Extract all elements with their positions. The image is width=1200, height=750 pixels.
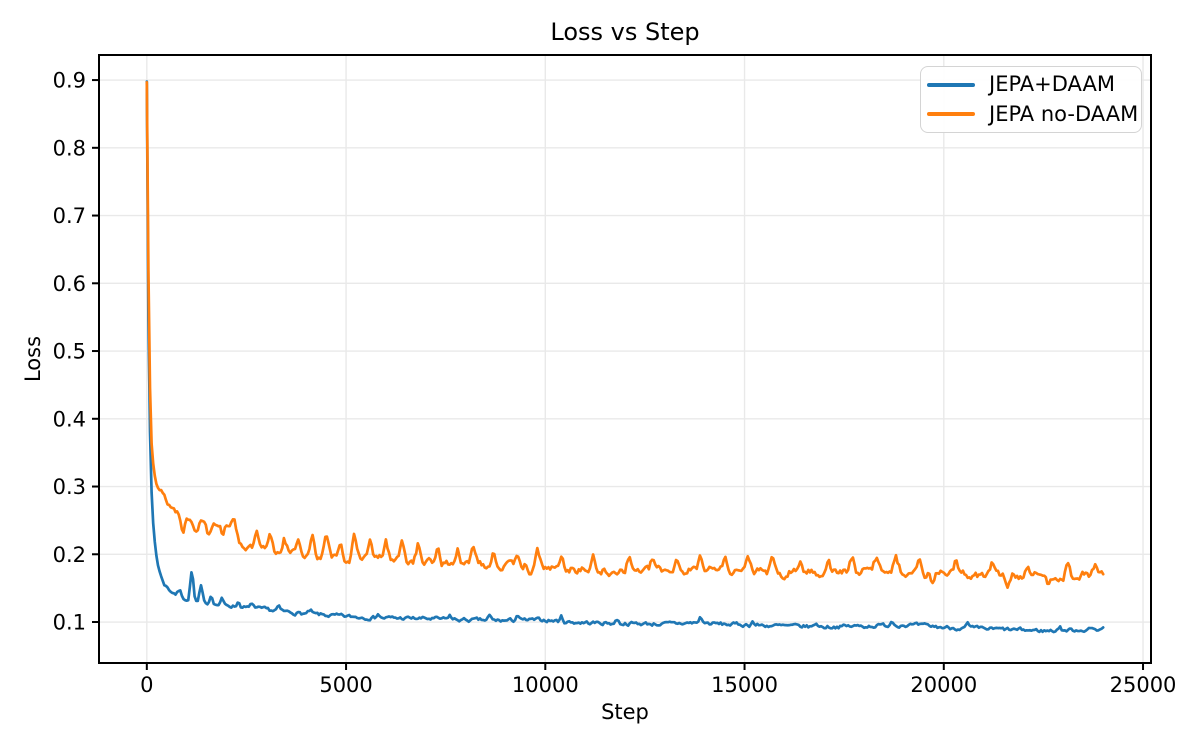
y-tick-label: 0.9 (53, 69, 86, 93)
legend-entry-jepa-daam: JEPA+DAAM (927, 72, 1127, 97)
x-tick-label: 15000 (711, 673, 778, 697)
y-tick-label: 0.1 (53, 611, 86, 635)
series-line-jepa-no-daam (145, 81, 1105, 590)
plot-spines (98, 54, 1152, 664)
legend-entry-jepa-no-daam: JEPA no-DAAM (927, 102, 1138, 127)
chart-title: Loss vs Step (550, 18, 699, 46)
gridlines (99, 55, 1151, 663)
x-tick-label: 5000 (319, 673, 372, 697)
legend-label-jepa-no-daam: JEPA no-DAAM (989, 101, 1139, 126)
legend: JEPA+DAAM JEPA no-DAAM (920, 66, 1142, 133)
line-series-group (145, 80, 1105, 634)
series-line-jepa-daam (145, 80, 1105, 634)
y-tick-label: 0.8 (53, 136, 86, 160)
y-tick-label: 0.7 (53, 204, 86, 228)
tick-marks (92, 79, 1145, 670)
legend-line-sample-blue (927, 82, 975, 87)
legend-line-sample-orange (927, 112, 975, 117)
legend-label-jepa-daam: JEPA+DAAM (989, 72, 1115, 97)
x-axis-label: Step (601, 700, 649, 724)
y-tick-label: 0.4 (53, 407, 86, 431)
x-tick-label: 20000 (910, 673, 977, 697)
tick-labels: 0 5000 10000 15000 20000 25000 0.1 0.2 0.3 0.4 0.5… (53, 69, 1177, 697)
y-tick-label: 0.5 (53, 340, 86, 364)
y-tick-label: 0.2 (53, 543, 86, 567)
x-tick-label: 10000 (512, 673, 579, 697)
x-tick-label: 0 (140, 673, 153, 697)
y-axis-label: Loss (21, 336, 45, 382)
y-tick-label: 0.3 (53, 475, 86, 499)
x-tick-label: 25000 (1110, 673, 1177, 697)
y-tick-label: 0.6 (53, 272, 86, 296)
